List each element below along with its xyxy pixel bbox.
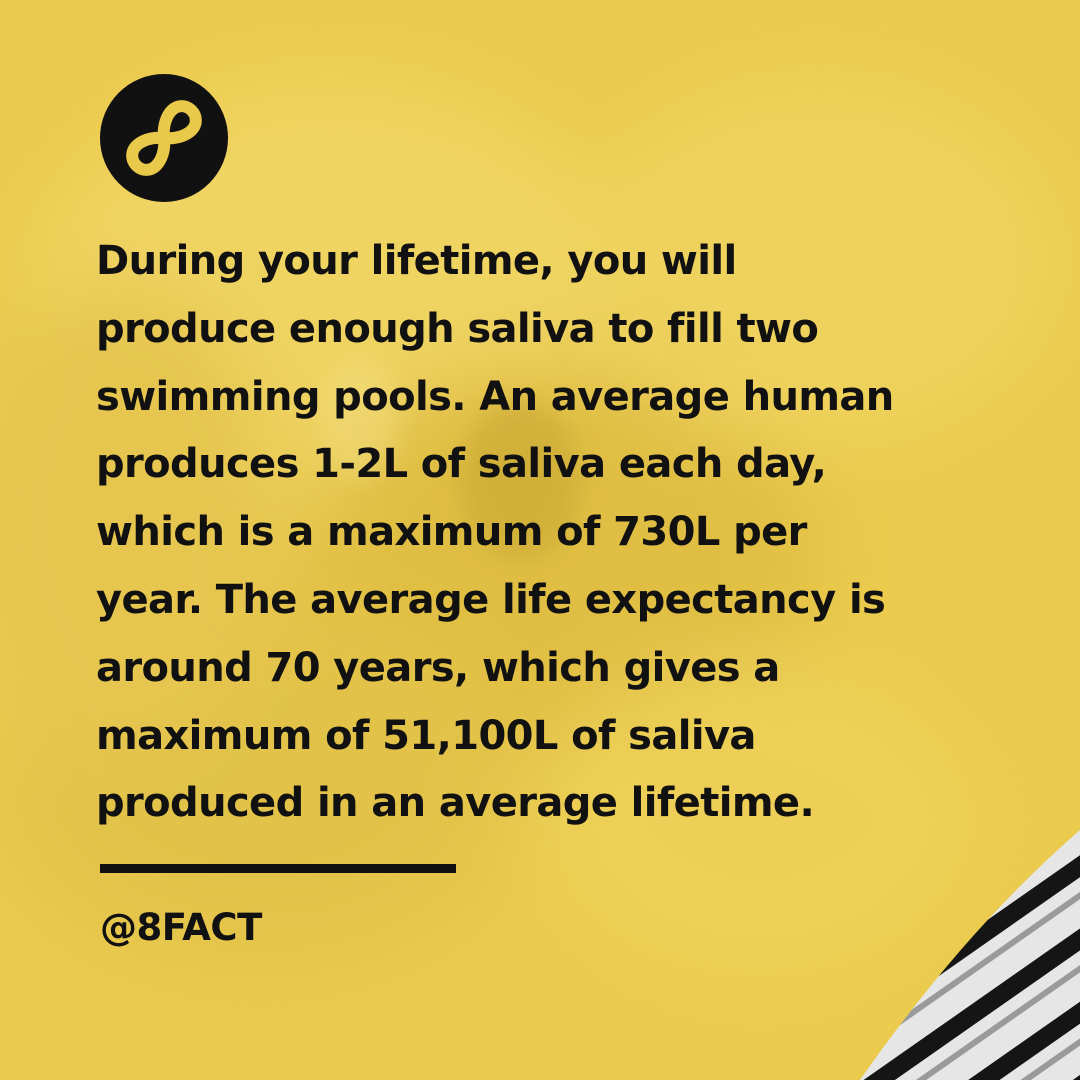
divider-line <box>100 864 456 873</box>
fact-text: During your lifetime, you will produce e… <box>96 238 894 827</box>
account-handle: @8FACT <box>100 906 262 949</box>
infinity-eight-logo-icon <box>100 74 228 202</box>
